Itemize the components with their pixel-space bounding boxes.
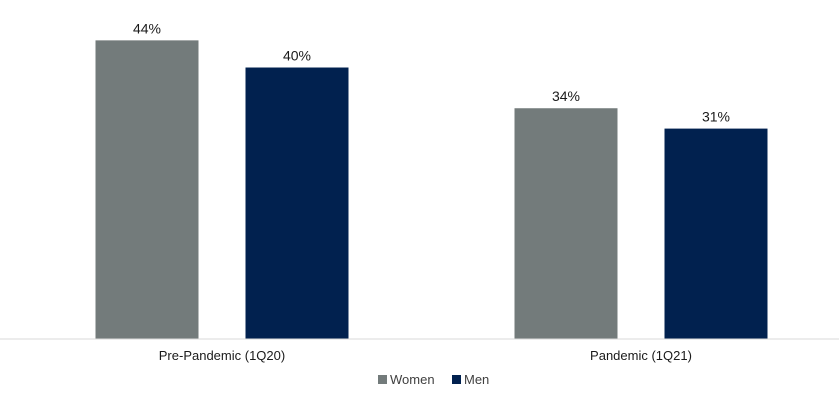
x-tick-labels-layer: Pre-Pandemic (1Q20) Pandemic (1Q21)	[159, 348, 692, 363]
bars-layer	[95, 40, 768, 340]
data-label-men-0: 40%	[283, 48, 311, 64]
bar-women-0	[95, 40, 199, 340]
legend-swatch-men	[452, 375, 461, 384]
data-label-women-1: 34%	[552, 88, 580, 104]
data-label-men-1: 31%	[702, 109, 730, 125]
data-label-women-0: 44%	[133, 20, 161, 36]
bar-women-1	[514, 108, 618, 339]
bar-men-0	[245, 67, 349, 340]
legend-label-men: Men	[464, 372, 489, 387]
legend-label-women: Women	[390, 372, 435, 387]
x-tick-label-1: Pandemic (1Q21)	[590, 348, 692, 363]
legend: Women Men	[378, 372, 489, 387]
bar-men-1	[664, 128, 768, 339]
data-labels-layer: 44% 40% 34% 31%	[133, 20, 730, 124]
legend-swatch-women	[378, 375, 387, 384]
x-tick-label-0: Pre-Pandemic (1Q20)	[159, 348, 285, 363]
